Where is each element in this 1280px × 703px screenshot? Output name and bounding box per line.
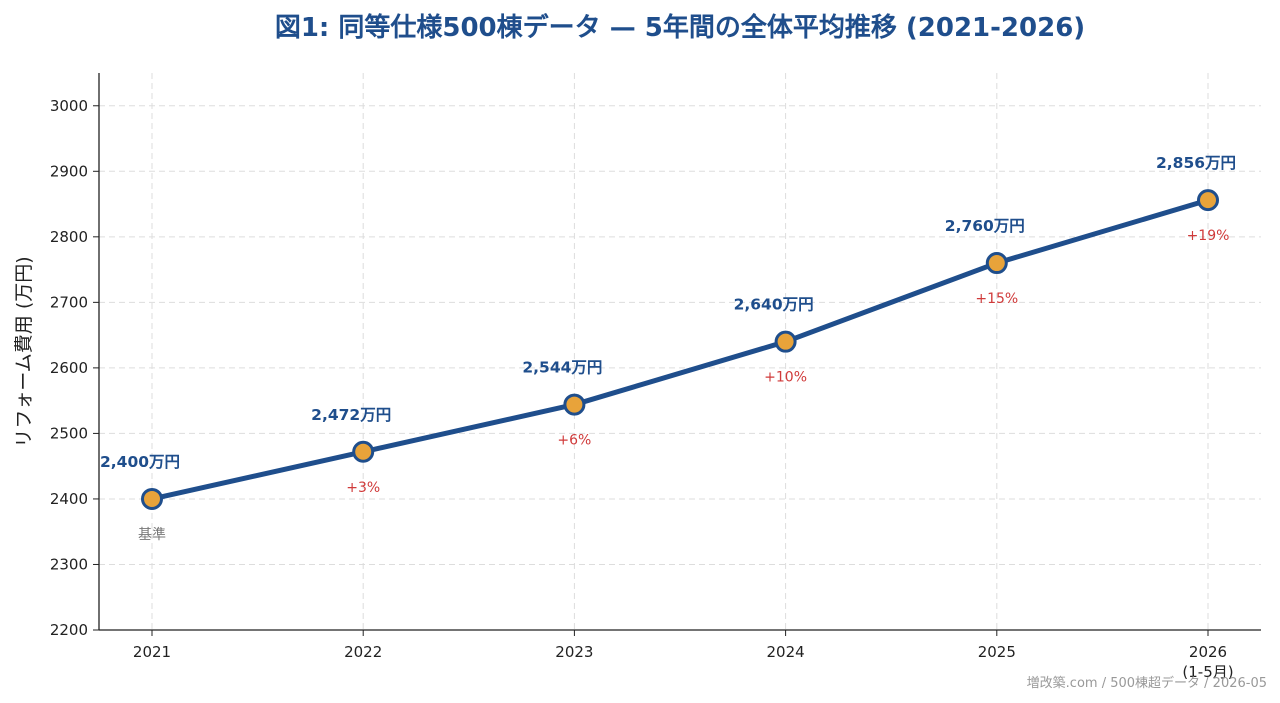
x-tick-sublabel: (1-5月) [1182, 663, 1233, 681]
data-point [774, 330, 797, 353]
change-label: +10% [764, 370, 807, 386]
change-label: +6% [557, 433, 591, 449]
y-tick-label: 2200 [50, 621, 88, 639]
y-tick-label: 3000 [50, 97, 88, 115]
change-label: +3% [346, 480, 380, 496]
grid-lines [99, 73, 1261, 631]
y-tick-label: 2400 [50, 490, 88, 508]
y-tick-labels: 2200 2300 2400 2500 2600 2700 2800 2900 3000 [50, 97, 88, 639]
data-point [141, 487, 163, 510]
change-label: +15% [975, 291, 1018, 307]
y-axis-label: リフォーム費用 (万円) [13, 256, 35, 447]
baseline-label: 基準 [138, 526, 166, 543]
y-tick-label: 2900 [50, 162, 88, 180]
x-tick-label: 2024 [767, 643, 805, 661]
x-tick-label: 2026 [1189, 643, 1227, 661]
y-tick-label: 2600 [50, 359, 88, 377]
value-label: 2,760万円 [945, 217, 1025, 235]
value-label: 2,544万円 [522, 359, 602, 377]
value-label: 2,472万円 [311, 406, 391, 424]
y-tick-label: 2500 [50, 424, 88, 442]
series-line-group [149, 197, 1211, 502]
y-tick-label: 2800 [50, 228, 88, 246]
value-label: 2,640万円 [734, 296, 814, 314]
x-tick-labels: 2021 2022 2023 2024 2025 2026 (1-5月) [133, 643, 1234, 681]
data-points [141, 189, 1219, 510]
x-tick-label: 2021 [133, 643, 171, 661]
source-note: 増改築.com / 500棟超データ / 2026-05 [1027, 675, 1267, 691]
y-tick-label: 2700 [50, 293, 88, 311]
data-point [985, 252, 1008, 275]
data-point [563, 393, 586, 416]
x-tick-label: 2023 [555, 643, 593, 661]
y-tick-label: 2300 [50, 555, 88, 573]
change-label: +19% [1187, 228, 1230, 244]
data-point [352, 440, 375, 463]
series-line [149, 197, 1211, 502]
data-point [1197, 189, 1219, 212]
value-label: 2,856万円 [1156, 154, 1236, 172]
chart-title: 図1: 同等仕様500棟データ — 5年間の全体平均推移 (2021-2026) [275, 12, 1085, 43]
x-tick-label: 2025 [978, 643, 1016, 661]
value-label: 2,400万円 [100, 453, 180, 471]
axes [93, 73, 1261, 636]
x-tick-label: 2022 [344, 643, 382, 661]
